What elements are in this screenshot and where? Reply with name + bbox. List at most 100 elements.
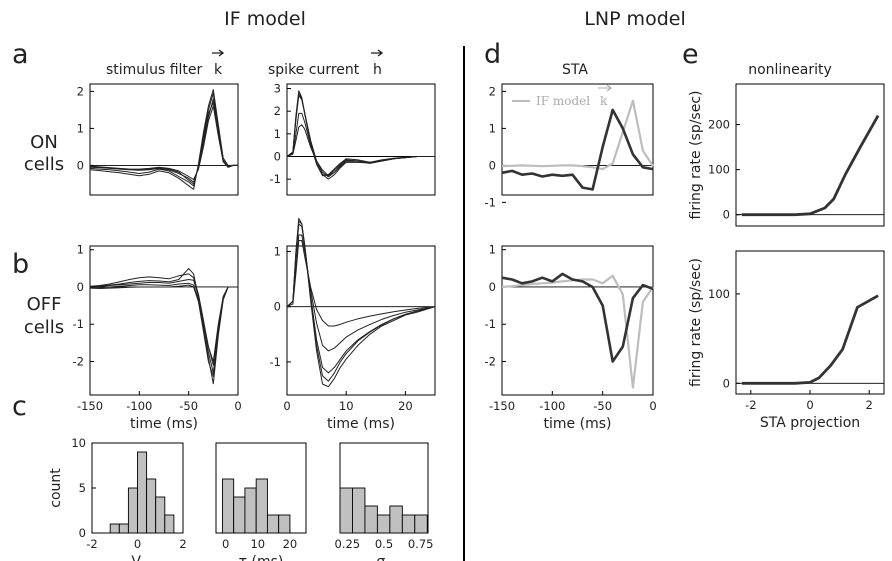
off-cells-label-line2: cells: [24, 317, 64, 338]
y-tick-label: -2: [73, 354, 84, 368]
plot-frame: [89, 245, 239, 396]
series-line-5: [89, 102, 238, 185]
histogram-bar: [401, 514, 416, 534]
plot-frame: [89, 83, 239, 196]
spike-current-symbol: h: [373, 62, 382, 78]
x-tick-label: 0.25: [335, 537, 361, 551]
plot-frame: [286, 83, 436, 196]
panel-label-d: d: [484, 39, 501, 70]
x-tick-label: 0: [806, 398, 813, 412]
x-axis-label: time (ms): [130, 416, 198, 432]
histogram-bar: [389, 505, 403, 534]
y-tick-label: 200: [708, 118, 730, 132]
series-line-4: [89, 89, 238, 190]
x-tick-label: -100: [539, 399, 565, 413]
y-tick-label: 3: [274, 82, 281, 96]
x-tick-label: 0: [234, 399, 241, 413]
chart-sta-off: -2 -1 0 1 -150 -100 -50 0 time (ms): [485, 243, 657, 432]
y-tick-label: 100: [708, 287, 730, 301]
series-line-3: [286, 234, 436, 352]
y-tick-label: 0: [489, 158, 496, 172]
histogram-bar: [244, 487, 257, 534]
y-tick-label: 1: [274, 245, 281, 259]
series-line-1: [741, 114, 880, 217]
off-cells-label-line1: OFF: [27, 294, 62, 315]
histogram-bar: [109, 523, 120, 534]
x-tick-label: 0.5: [375, 537, 393, 551]
chart-nonlin-on: 0 100 200 firing rate (sp/sec): [688, 83, 885, 227]
x-tick-label: 0: [134, 537, 141, 551]
y-tick-label: -1: [485, 317, 496, 331]
histogram-bar: [352, 487, 366, 534]
y-tick-label: 2: [274, 104, 281, 118]
x-tick-label: 2: [179, 537, 186, 551]
histogram-bar: [376, 514, 391, 534]
histogram-bar: [155, 496, 166, 534]
chart-nonlin-off: 0 100 -2 0 2 STA projection firing rate (sp/se…: [688, 250, 885, 431]
panel-label-a: a: [12, 39, 29, 70]
x-axis-label: time (ms): [327, 416, 395, 432]
plot-frame: [501, 83, 654, 196]
if-model-title: IF model: [224, 8, 306, 30]
histogram-bar: [221, 478, 235, 534]
chart-hist-sigma: 0.25 0.5 0.75 σn: [335, 442, 433, 561]
x-tick-label: -100: [126, 399, 152, 413]
histogram-bar: [364, 505, 378, 534]
series-line-5: [286, 92, 435, 177]
lnp-model-title: LNP model: [584, 8, 685, 30]
series-line-4: [286, 240, 436, 327]
panel-label-b: b: [12, 249, 29, 280]
x-tick-label: 20: [398, 399, 413, 413]
sta-title: STA: [562, 62, 588, 78]
x-axis-label: time (ms): [544, 416, 612, 432]
series-line-5: [89, 284, 238, 377]
legend-symbol: k: [600, 94, 608, 108]
y-tick-label: -1: [485, 195, 496, 209]
chart-sta-on: -1 0 1 2: [485, 83, 654, 209]
plot-frame: [501, 245, 654, 396]
x-tick-label: 20: [283, 537, 298, 551]
x-tick-label: -2: [86, 537, 97, 551]
x-tick-label: -50: [179, 399, 198, 413]
y-tick-label: 0: [723, 376, 730, 390]
y-tick-label: -2: [485, 354, 496, 368]
vector-arrow-icon: [212, 49, 225, 57]
plot-frame: [286, 245, 436, 396]
series-line-1: [501, 274, 654, 389]
x-tick-label: 10: [250, 537, 265, 551]
chart-hist-tau: 0 10 20 τ (ms): [215, 442, 307, 561]
x-tick-label: -150: [77, 399, 103, 413]
x-tick-label: 0: [222, 537, 229, 551]
y-axis-label: firing rate (sp/sec): [688, 258, 704, 387]
y-axis-label: firing rate (sp/sec): [688, 91, 704, 220]
x-tick-label: 0: [283, 399, 290, 413]
series-line-4: [286, 124, 435, 177]
x-tick-label: -150: [489, 399, 515, 413]
y-tick-label: 0: [79, 526, 86, 540]
x-tick-label: -2: [745, 398, 756, 412]
y-tick-label: 10: [71, 436, 86, 450]
histogram-bar: [339, 487, 353, 534]
chart-stimulus-filter-on: 0 1 2: [77, 83, 239, 196]
y-tick-label: 1: [274, 127, 281, 141]
y-tick-label: 0: [77, 280, 84, 294]
series-line-1: [501, 99, 654, 171]
y-tick-label: 0: [723, 208, 730, 222]
panel-label-c: c: [12, 391, 27, 422]
histogram-bar: [127, 487, 138, 534]
series-line-3: [286, 112, 435, 180]
legend-if-model: IF model: [536, 94, 590, 108]
y-tick-label: 2: [489, 84, 496, 98]
y-tick-label: 1: [489, 243, 496, 257]
x-axis-label: Vl: [131, 554, 143, 561]
y-axis-label: count: [48, 468, 64, 508]
x-tick-label: 2: [866, 398, 873, 412]
series-line-2: [501, 272, 654, 363]
histogram-bar: [137, 451, 148, 534]
x-tick-label: 0: [649, 399, 656, 413]
histogram-bar: [266, 514, 280, 534]
histogram-bar: [118, 523, 129, 534]
